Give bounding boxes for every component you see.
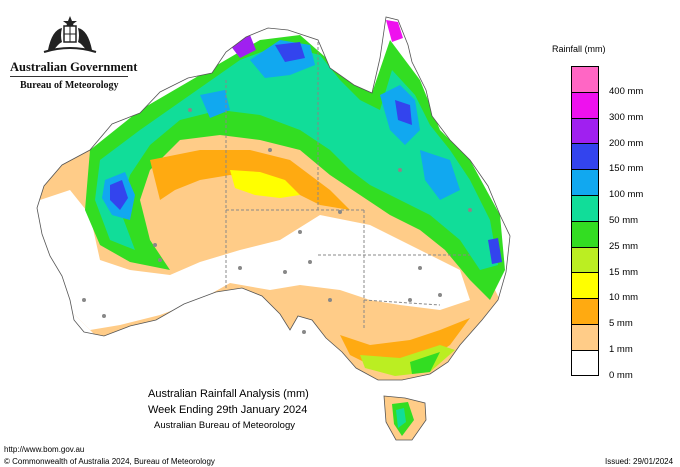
map-title: Australian Rainfall Analysis (mm) <box>148 388 309 400</box>
legend-swatch: 15 mm <box>571 246 638 278</box>
tasmania <box>383 395 427 441</box>
station-markers <box>82 108 472 334</box>
header-divider <box>10 76 128 77</box>
legend-swatch: 100 mm <box>571 169 643 200</box>
legend-label: 0 mm <box>609 369 633 381</box>
government-name: Australian Government <box>10 60 138 74</box>
legend-swatch: 400 mm <box>571 66 643 97</box>
legend-swatch: 50 mm <box>571 194 638 226</box>
copyright-notice: © Commonwealth of Australia 2024, Bureau… <box>4 457 215 466</box>
legend-label: 50 mm <box>609 214 639 226</box>
coat-of-arms-icon <box>43 16 97 53</box>
legend-label: 200 mm <box>609 137 644 149</box>
legend-swatch: 10 mm <box>571 272 638 303</box>
bureau-name: Bureau of Meteorology <box>20 80 119 91</box>
map-source: Australian Bureau of Meteorology <box>154 420 295 431</box>
legend-label: 100 mm <box>609 189 644 201</box>
rainfall-legend: 400 mm 300 mm 200 mm 150 mm 100 mm 50 mm 25 mm… <box>571 66 643 381</box>
legend-swatch: 200 mm <box>571 117 643 149</box>
legend-label: 15 mm <box>609 266 639 278</box>
legend-label: 150 mm <box>609 163 644 175</box>
legend-swatch: 5 mm <box>571 298 633 329</box>
website-link[interactable]: http://www.bom.gov.au <box>4 445 85 454</box>
legend-label: 1 mm <box>609 343 633 355</box>
legend-swatch: 150 mm <box>571 143 643 174</box>
legend-swatch: 1 mm <box>571 323 633 355</box>
legend-label: 5 mm <box>609 318 633 330</box>
legend-label: 300 mm <box>609 111 644 123</box>
issued-date: Issued: 29/01/2024 <box>605 457 674 466</box>
legend-label: 10 mm <box>609 292 639 304</box>
legend-label: 25 mm <box>609 240 639 252</box>
map-subtitle: Week Ending 29th January 2024 <box>148 404 308 416</box>
legend-label: 400 mm <box>609 86 644 97</box>
state-borders <box>225 42 470 330</box>
legend-title: Rainfall (mm) <box>552 44 606 54</box>
legend-swatch: 25 mm <box>571 220 638 252</box>
legend-swatch: 0 mm <box>571 349 633 381</box>
legend-swatch: 300 mm <box>571 91 643 123</box>
